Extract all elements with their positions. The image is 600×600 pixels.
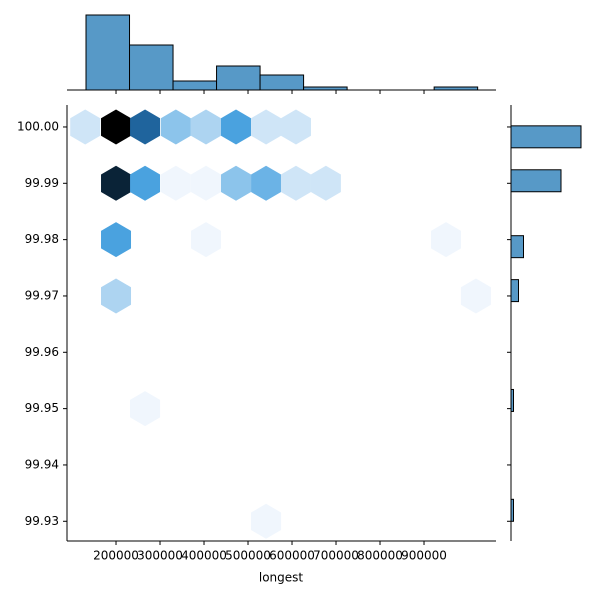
hexbin [280, 165, 311, 201]
marginal-y-bar [510, 125, 582, 149]
hexbin [460, 278, 491, 314]
x-tick-label: 900000 [401, 549, 447, 563]
hexbin [221, 109, 252, 145]
hexbin [251, 503, 282, 539]
hexbin [190, 109, 221, 145]
y-tick-label: 99.95 [25, 401, 59, 415]
marginal-x-bar [85, 14, 131, 91]
hexbin [101, 278, 132, 314]
y-tick-label: 99.93 [25, 514, 59, 528]
y-tick-label: 99.94 [25, 457, 59, 471]
x-tick-label: 600000 [269, 549, 315, 563]
marginal-x-bar [129, 44, 174, 91]
x-tick-label: 200000 [93, 549, 139, 563]
hexbin [431, 222, 462, 258]
marginal-y-bar [510, 279, 519, 303]
marginal-y-bar [510, 235, 524, 259]
marginal-x-bar [216, 65, 261, 91]
hexbin [101, 222, 132, 258]
marginal-y-bar [510, 169, 562, 193]
y-tick-label: 100.00 [17, 119, 59, 133]
hexbin [130, 165, 161, 201]
x-tick-label: 400000 [181, 549, 227, 563]
y-tick-label: 99.97 [25, 288, 59, 302]
hexbin [130, 391, 161, 427]
marginal-x-bar [259, 74, 305, 91]
x-tick-label: 500000 [225, 549, 271, 563]
x-tick-label: 300000 [137, 549, 183, 563]
y-tick-label: 99.96 [25, 345, 59, 359]
y-tick-label: 99.98 [25, 232, 59, 246]
x-axis-label: longest [259, 571, 304, 585]
hexbin [190, 165, 221, 201]
x-tick-label: 700000 [313, 549, 359, 563]
hexbin [130, 109, 161, 145]
hexbin [280, 109, 311, 145]
y-tick-label: 99.99 [25, 176, 59, 190]
hexbin [221, 165, 252, 201]
marginal-x-bar [172, 80, 218, 91]
hexbin [160, 109, 191, 145]
hexbin [101, 109, 132, 145]
hexbin [70, 109, 101, 145]
hexbin [160, 165, 191, 201]
hexbin [101, 165, 132, 201]
x-tick-label: 800000 [357, 549, 403, 563]
hexbin [310, 165, 341, 201]
hexbin [251, 165, 282, 201]
hexbin [251, 109, 282, 145]
hexbin [190, 222, 221, 258]
